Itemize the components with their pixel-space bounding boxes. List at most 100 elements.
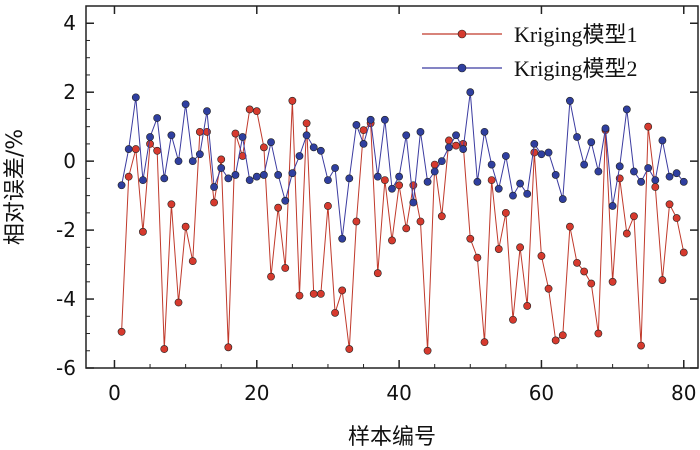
data-point	[359, 126, 368, 135]
data-point	[551, 171, 560, 179]
legend-entry-model2: Kriging模型2	[422, 56, 637, 81]
series-2	[117, 88, 688, 243]
data-point	[181, 100, 190, 109]
data-point	[181, 222, 190, 231]
x-tick-label: 40	[386, 381, 411, 405]
data-point	[466, 88, 475, 97]
data-point	[245, 176, 254, 185]
data-point	[544, 284, 553, 293]
data-point	[459, 145, 468, 153]
data-point	[537, 252, 546, 260]
series-line-1	[121, 100, 685, 351]
data-point	[416, 217, 425, 226]
data-point	[373, 269, 382, 278]
data-point	[260, 143, 268, 152]
data-point	[395, 172, 404, 181]
data-point	[139, 227, 147, 236]
data-point	[544, 148, 553, 157]
plot-frame	[85, 5, 699, 369]
data-point	[430, 167, 439, 176]
data-point	[316, 289, 325, 298]
data-point	[622, 229, 631, 238]
data-point	[124, 172, 133, 181]
data-point	[338, 286, 347, 295]
data-point	[302, 119, 311, 128]
data-point	[566, 96, 574, 105]
data-point	[679, 177, 688, 186]
data-point	[167, 131, 176, 140]
y-axis-title: 相对误差/%	[3, 129, 28, 245]
data-point	[359, 140, 368, 148]
data-point	[267, 272, 275, 281]
data-point	[672, 169, 681, 178]
data-point	[658, 276, 667, 284]
data-point	[494, 245, 503, 253]
data-point	[160, 345, 169, 353]
data-point	[309, 143, 318, 152]
data-point	[324, 202, 332, 210]
data-point	[509, 315, 517, 324]
data-point	[466, 234, 475, 243]
y-tick-label: 0	[63, 149, 76, 173]
data-point	[594, 329, 603, 338]
data-point	[195, 150, 204, 159]
legend-label-model1: Kriging模型1	[514, 22, 637, 47]
data-point	[388, 184, 396, 193]
data-point	[380, 115, 389, 124]
data-point	[551, 336, 560, 345]
data-point	[224, 343, 233, 352]
data-point	[146, 140, 154, 148]
y-tick-label: -4	[56, 287, 76, 311]
data-point	[380, 176, 389, 185]
data-point	[494, 184, 503, 193]
x-tick-label: 60	[529, 381, 554, 405]
data-point	[210, 198, 218, 207]
legend: Kriging模型1 Kriging模型2	[422, 22, 637, 81]
data-point	[437, 157, 446, 166]
x-tick-label: 0	[108, 381, 121, 405]
data-point	[224, 174, 233, 183]
series-layer	[117, 88, 688, 355]
data-point	[516, 243, 524, 252]
data-point	[245, 105, 254, 114]
data-point	[231, 171, 240, 179]
data-point	[587, 138, 596, 147]
data-point	[651, 176, 660, 185]
data-point	[452, 131, 460, 140]
data-point	[530, 140, 539, 148]
data-point	[217, 164, 226, 172]
data-point	[117, 181, 126, 190]
data-point	[302, 131, 311, 140]
data-point	[167, 200, 176, 209]
data-point	[558, 331, 567, 340]
data-point	[445, 143, 453, 152]
data-point	[402, 131, 411, 140]
data-point	[217, 155, 226, 164]
series-1	[117, 96, 688, 355]
data-point	[203, 107, 211, 116]
data-point	[473, 177, 482, 186]
data-point	[665, 200, 674, 209]
data-point	[501, 208, 510, 217]
data-point	[281, 264, 290, 272]
data-point	[331, 164, 339, 172]
data-point	[622, 105, 631, 114]
data-point	[679, 248, 688, 257]
data-point	[566, 222, 574, 231]
data-point	[615, 162, 624, 171]
data-point	[630, 167, 638, 176]
data-point	[395, 181, 404, 190]
legend-marker-model2	[457, 63, 467, 73]
data-point	[188, 157, 197, 166]
data-point	[281, 196, 290, 205]
data-point	[423, 177, 432, 186]
y-tick-label: 4	[63, 11, 76, 35]
y-tick-label: -6	[56, 356, 76, 380]
data-point	[288, 169, 297, 178]
data-point	[501, 152, 510, 160]
data-point	[523, 189, 532, 198]
data-point	[537, 150, 546, 159]
data-point	[580, 160, 589, 169]
data-point	[480, 127, 489, 136]
